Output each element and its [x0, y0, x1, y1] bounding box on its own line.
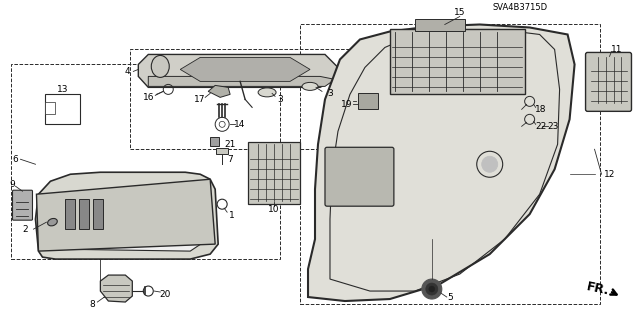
Polygon shape: [208, 85, 230, 97]
Polygon shape: [180, 57, 310, 81]
Bar: [65, 199, 76, 229]
Bar: [300, 25, 600, 304]
Text: 17: 17: [195, 95, 206, 104]
FancyBboxPatch shape: [325, 147, 394, 206]
Polygon shape: [51, 191, 205, 251]
Circle shape: [482, 156, 498, 172]
Bar: [79, 199, 90, 229]
Text: 13: 13: [57, 85, 68, 94]
Text: 3: 3: [277, 95, 283, 104]
Ellipse shape: [302, 82, 318, 90]
Bar: [10, 64, 280, 259]
FancyBboxPatch shape: [13, 190, 33, 220]
Text: 9: 9: [10, 180, 15, 189]
Bar: [248, 142, 300, 204]
Text: 2: 2: [22, 225, 28, 234]
Text: 22: 22: [535, 122, 547, 131]
Text: 15: 15: [454, 8, 465, 17]
Text: 20: 20: [159, 290, 171, 299]
Text: FR.: FR.: [585, 280, 610, 298]
Polygon shape: [35, 172, 218, 259]
Text: 7: 7: [227, 155, 233, 164]
FancyBboxPatch shape: [586, 52, 632, 111]
Bar: [390, 29, 525, 94]
Text: 12: 12: [604, 170, 615, 179]
Polygon shape: [138, 55, 338, 87]
Text: 10: 10: [268, 205, 280, 214]
Text: 23: 23: [547, 122, 558, 131]
Text: 18: 18: [535, 105, 547, 114]
Bar: [45, 94, 81, 124]
Text: 19: 19: [341, 100, 353, 109]
Ellipse shape: [258, 88, 276, 97]
Text: 14: 14: [234, 120, 246, 129]
Polygon shape: [100, 275, 132, 302]
Circle shape: [426, 283, 438, 295]
Text: 1: 1: [229, 211, 235, 220]
Bar: [45, 102, 56, 114]
Polygon shape: [36, 179, 215, 251]
Text: 5: 5: [447, 293, 452, 301]
Bar: [210, 137, 219, 146]
Circle shape: [429, 286, 435, 292]
Text: SVA4B3715D: SVA4B3715D: [492, 3, 547, 11]
Polygon shape: [148, 77, 335, 86]
Text: 16: 16: [143, 93, 154, 102]
Ellipse shape: [151, 56, 169, 78]
Text: 11: 11: [611, 45, 622, 54]
Bar: [358, 93, 378, 109]
Circle shape: [422, 279, 442, 299]
Text: 4: 4: [125, 67, 130, 76]
Text: 3: 3: [327, 89, 333, 98]
Text: 6: 6: [13, 155, 19, 164]
Bar: [216, 148, 228, 154]
Bar: [131, 49, 370, 149]
Bar: [415, 19, 465, 32]
Bar: [93, 199, 104, 229]
Text: 21: 21: [225, 140, 236, 149]
Ellipse shape: [47, 219, 58, 226]
Text: 8: 8: [90, 300, 95, 308]
Polygon shape: [308, 25, 575, 301]
